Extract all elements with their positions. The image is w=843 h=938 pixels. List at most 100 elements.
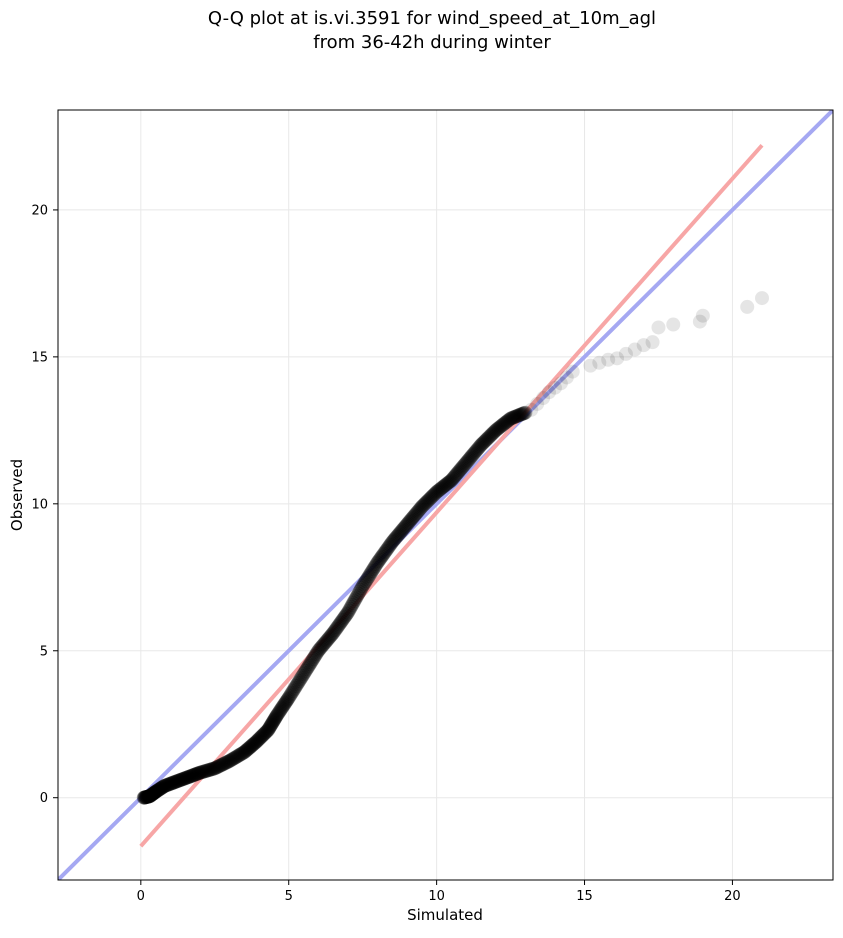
qq-point	[408, 507, 423, 522]
qq-point	[252, 731, 267, 746]
qq-point	[146, 786, 161, 801]
qq-point	[414, 499, 429, 514]
qq-point	[360, 570, 375, 585]
qq-point	[271, 705, 286, 720]
qq-point	[484, 427, 499, 442]
qq-point	[280, 692, 295, 707]
qq-point	[143, 788, 158, 803]
qq-point	[371, 554, 386, 569]
qq-point	[372, 552, 387, 567]
y-tick-label: 15	[31, 350, 48, 365]
qq-point	[394, 523, 409, 538]
qq-point	[294, 670, 309, 685]
qq-point	[235, 746, 250, 761]
qq-point	[440, 476, 455, 491]
qq-point	[378, 543, 393, 558]
qq-point	[364, 565, 379, 580]
qq-point	[137, 790, 152, 805]
qq-point	[348, 592, 363, 607]
qq-point	[312, 642, 327, 657]
qq-point	[547, 380, 562, 395]
qq-point	[645, 335, 660, 350]
qq-point	[332, 617, 347, 632]
qq-point	[303, 655, 318, 670]
qq-point	[269, 708, 284, 723]
qq-point	[515, 406, 530, 421]
qq-point	[382, 539, 397, 554]
qq-point	[437, 479, 452, 494]
qq-point	[302, 657, 317, 672]
qq-point	[149, 784, 164, 799]
qq-point	[422, 492, 437, 507]
qq-point	[199, 763, 214, 778]
qq-point	[695, 308, 710, 323]
qq-point	[336, 611, 351, 626]
qq-point	[666, 317, 681, 332]
qq-point	[509, 409, 524, 424]
qq-point	[317, 636, 332, 651]
qq-point	[425, 489, 440, 504]
qq-point	[344, 599, 359, 614]
qq-point	[469, 443, 484, 458]
qq-point	[314, 639, 329, 654]
qq-point	[461, 453, 476, 468]
qq-point	[173, 772, 188, 787]
qq-point	[136, 790, 151, 805]
qq-point	[147, 785, 162, 800]
qq-point	[320, 632, 335, 647]
qq-point	[497, 416, 512, 431]
qq-point	[176, 771, 191, 786]
qq-point	[451, 464, 466, 479]
qq-point	[438, 478, 453, 493]
qq-point	[201, 763, 216, 778]
qq-point	[347, 594, 362, 609]
qq-point	[139, 790, 154, 805]
qq-point	[198, 764, 213, 779]
qq-point	[274, 700, 289, 715]
qq-point	[403, 513, 418, 528]
qq-point	[274, 702, 289, 717]
qq-point	[207, 761, 222, 776]
qq-point	[209, 760, 224, 775]
qq-point	[184, 768, 199, 783]
qq-point	[205, 761, 220, 776]
qq-point	[195, 765, 210, 780]
qq-point	[277, 697, 292, 712]
qq-point	[222, 753, 237, 768]
qq-point	[164, 776, 179, 791]
qq-point	[449, 467, 464, 482]
qq-point	[365, 563, 380, 578]
qq-point	[466, 446, 481, 461]
qq-point	[485, 426, 500, 441]
qq-point	[307, 650, 322, 665]
qq-point	[329, 621, 344, 636]
qq-point	[322, 629, 337, 644]
y-tick-label: 5	[40, 644, 48, 659]
qq-point	[145, 787, 160, 802]
qq-point	[473, 438, 488, 453]
qq-point	[261, 723, 276, 738]
qq-point	[355, 579, 370, 594]
qq-point	[196, 764, 211, 779]
qq-point	[419, 495, 434, 510]
qq-point	[333, 615, 348, 630]
qq-point	[192, 765, 207, 780]
qq-point	[291, 675, 306, 690]
qq-point	[250, 734, 265, 749]
qq-point	[311, 643, 326, 658]
x-tick-label: 15	[576, 889, 593, 904]
qq-point	[755, 291, 770, 306]
qq-point	[434, 480, 449, 495]
qq-point	[346, 596, 361, 611]
qq-point	[489, 422, 504, 437]
data-points	[136, 291, 770, 805]
qq-point	[439, 477, 454, 492]
qq-point	[273, 703, 288, 718]
qq-point	[340, 605, 355, 620]
qq-point	[367, 560, 382, 575]
qq-point	[488, 423, 503, 438]
qq-point	[323, 628, 338, 643]
qq-point	[262, 719, 277, 734]
qq-point	[309, 647, 324, 662]
